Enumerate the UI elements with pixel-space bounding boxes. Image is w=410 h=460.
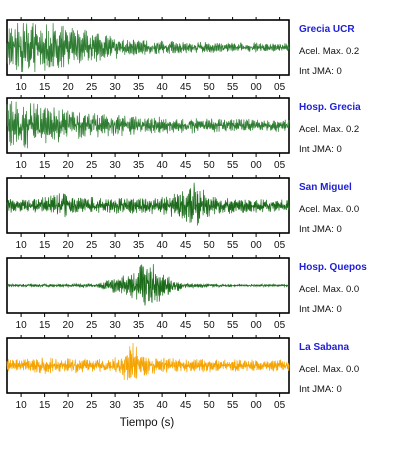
x-tick-label: 15 bbox=[39, 400, 51, 411]
x-tick-label: 25 bbox=[86, 240, 98, 251]
station-name: La Sabana bbox=[299, 342, 349, 353]
station-panel: 10 15 20 25 30 35 40 45 50 55 00 05 Hosp. Grecia Acel… bbox=[6, 95, 361, 171]
station-panel: 10 15 20 25 30 35 40 45 50 55 00 05 San Miguel Acel. … bbox=[6, 175, 359, 251]
x-tick-label: 05 bbox=[274, 320, 286, 331]
x-tick-label: 25 bbox=[86, 82, 98, 93]
x-tick-label: 25 bbox=[86, 400, 98, 411]
x-tick-label: 50 bbox=[204, 400, 216, 411]
waveform-trace bbox=[6, 342, 290, 381]
x-tick-label: 00 bbox=[251, 160, 263, 171]
x-tick-label: 15 bbox=[39, 240, 51, 251]
x-tick-label: 45 bbox=[180, 240, 192, 251]
jma-label: Int JMA: 0 bbox=[299, 144, 342, 155]
x-tick-label: 45 bbox=[180, 320, 192, 331]
x-tick-label: 35 bbox=[133, 160, 145, 171]
x-tick-label: 05 bbox=[274, 240, 286, 251]
x-tick-label: 10 bbox=[16, 240, 28, 251]
station-panel: 10 15 20 25 30 35 40 45 50 55 00 05 La Sabana Acel. M… bbox=[6, 335, 359, 411]
x-tick-label: 25 bbox=[86, 320, 98, 331]
station-name: Hosp. Quepos bbox=[299, 262, 367, 273]
x-tick-label: 40 bbox=[157, 320, 169, 331]
x-tick-label: 35 bbox=[133, 320, 145, 331]
x-tick-label: 55 bbox=[227, 82, 239, 93]
waveform-trace bbox=[6, 100, 290, 149]
x-tick-label: 55 bbox=[227, 240, 239, 251]
x-tick-label: 50 bbox=[204, 240, 216, 251]
x-tick-label: 50 bbox=[204, 320, 216, 331]
pga-label: Acel. Max. 0.0 bbox=[299, 284, 359, 295]
station-name: San Miguel bbox=[299, 182, 352, 193]
pga-label: Acel. Max. 0.2 bbox=[299, 124, 359, 135]
x-tick-label: 00 bbox=[251, 240, 263, 251]
x-tick-label: 45 bbox=[180, 160, 192, 171]
station-panel: 10 15 20 25 30 35 40 45 50 55 00 05 Grecia UCR Acel. … bbox=[6, 17, 359, 93]
x-tick-label: 20 bbox=[63, 320, 75, 331]
x-tick-label: 25 bbox=[86, 160, 98, 171]
x-tick-label: 35 bbox=[133, 82, 145, 93]
x-tick-label: 20 bbox=[63, 240, 75, 251]
x-tick-label: 55 bbox=[227, 320, 239, 331]
x-tick-label: 00 bbox=[251, 320, 263, 331]
x-axis-title: Tiempo (s) bbox=[120, 417, 175, 429]
x-tick-label: 20 bbox=[63, 160, 75, 171]
x-tick-label: 30 bbox=[110, 160, 122, 171]
x-tick-label: 45 bbox=[180, 400, 192, 411]
x-tick-label: 00 bbox=[251, 82, 263, 93]
station-panel: 10 15 20 25 30 35 40 45 50 55 00 05 Hosp. Quepos Acel… bbox=[6, 255, 367, 331]
x-tick-label: 50 bbox=[204, 160, 216, 171]
x-tick-label: 30 bbox=[110, 400, 122, 411]
station-name: Hosp. Grecia bbox=[299, 102, 361, 113]
jma-label: Int JMA: 0 bbox=[299, 384, 342, 395]
x-tick-label: 20 bbox=[63, 82, 75, 93]
pga-label: Acel. Max. 0.2 bbox=[299, 46, 359, 57]
jma-label: Int JMA: 0 bbox=[299, 66, 342, 77]
waveform-trace bbox=[6, 22, 290, 73]
pga-label: Acel. Max. 0.0 bbox=[299, 204, 359, 215]
jma-label: Int JMA: 0 bbox=[299, 304, 342, 315]
x-tick-label: 10 bbox=[16, 160, 28, 171]
x-tick-label: 40 bbox=[157, 160, 169, 171]
x-tick-label: 55 bbox=[227, 400, 239, 411]
x-tick-label: 40 bbox=[157, 400, 169, 411]
x-tick-label: 55 bbox=[227, 160, 239, 171]
x-tick-label: 10 bbox=[16, 400, 28, 411]
x-tick-label: 30 bbox=[110, 82, 122, 93]
station-name: Grecia UCR bbox=[299, 24, 355, 35]
x-tick-label: 05 bbox=[274, 400, 286, 411]
x-tick-label: 15 bbox=[39, 320, 51, 331]
x-tick-label: 40 bbox=[157, 82, 169, 93]
x-tick-label: 10 bbox=[16, 82, 28, 93]
x-tick-label: 50 bbox=[204, 82, 216, 93]
pga-label: Acel. Max. 0.0 bbox=[299, 364, 359, 375]
waveform-trace bbox=[7, 264, 290, 306]
x-tick-label: 45 bbox=[180, 82, 192, 93]
x-tick-label: 35 bbox=[133, 240, 145, 251]
x-tick-label: 40 bbox=[157, 240, 169, 251]
x-tick-label: 15 bbox=[39, 160, 51, 171]
jma-label: Int JMA: 0 bbox=[299, 224, 342, 235]
waveform-trace bbox=[6, 182, 290, 226]
x-tick-label: 00 bbox=[251, 400, 263, 411]
x-tick-label: 05 bbox=[274, 160, 286, 171]
x-tick-label: 20 bbox=[63, 400, 75, 411]
x-tick-label: 05 bbox=[274, 82, 286, 93]
x-tick-label: 15 bbox=[39, 82, 51, 93]
x-tick-label: 10 bbox=[16, 320, 28, 331]
x-tick-label: 30 bbox=[110, 320, 122, 331]
x-tick-label: 35 bbox=[133, 400, 145, 411]
x-tick-label: 30 bbox=[110, 240, 122, 251]
